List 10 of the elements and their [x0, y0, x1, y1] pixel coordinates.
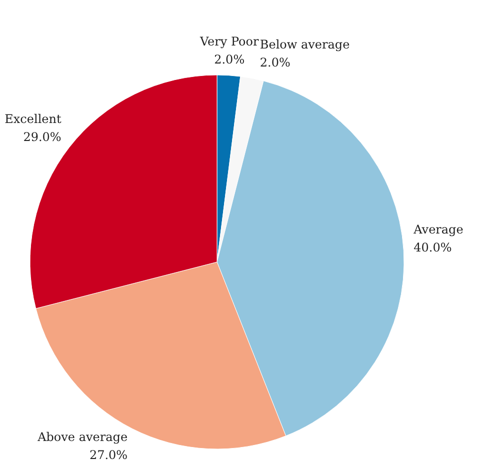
slice-label: Above average [36, 430, 128, 444]
slice-label: Average [412, 222, 464, 236]
data-label: 29.0% [23, 130, 62, 144]
data-label: 40.0% [414, 240, 452, 254]
data-label: 2.0% [214, 52, 245, 66]
data-label: 2.0% [260, 56, 290, 70]
slice-label: Very Poor [198, 34, 260, 48]
slice-label: Excellent [4, 112, 62, 126]
data-label: 27.0% [89, 448, 128, 462]
slice-label: Below average [260, 38, 350, 52]
